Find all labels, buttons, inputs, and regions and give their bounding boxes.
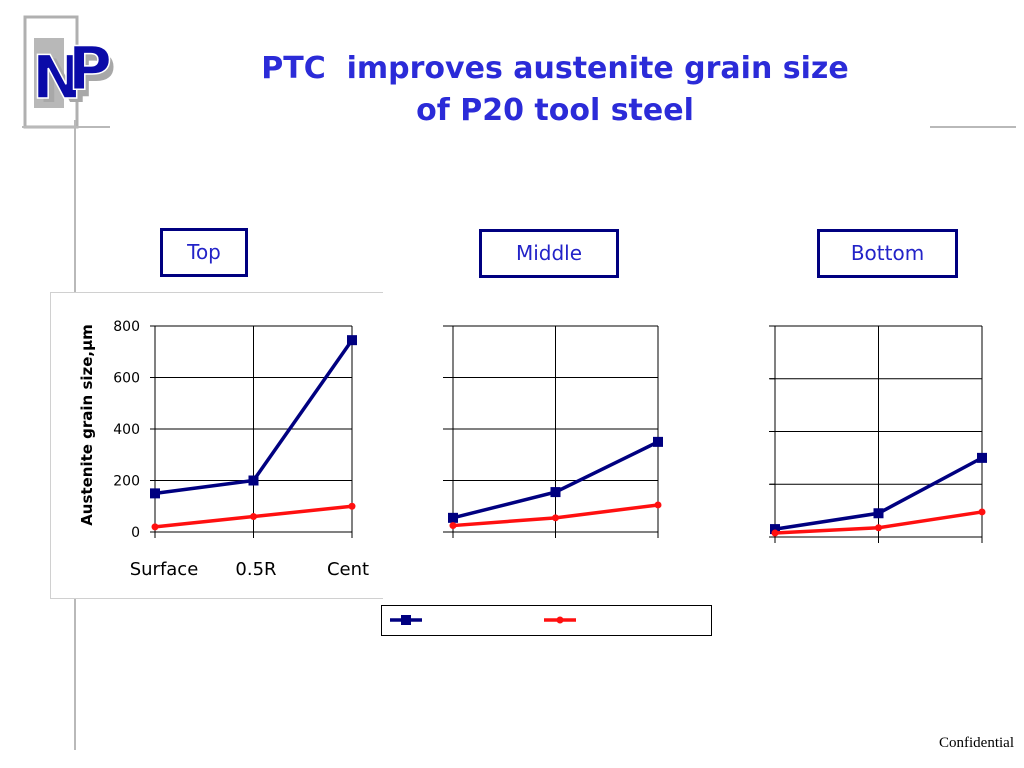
panel-label-middle: Middle (479, 229, 619, 278)
top-x-tick-label-0: Surface (130, 559, 199, 580)
top-x-tick-label-1: 0.5R (235, 559, 276, 580)
slide-title-line2: of P20 tool steel (416, 93, 694, 128)
panel-label-top: Top (160, 228, 248, 277)
panel-label-bottom: Bottom (817, 229, 958, 278)
middle-series-2-point-2 (654, 501, 662, 509)
top-y-tick-label-400: 400 (113, 422, 140, 438)
legend-marker-2 (556, 616, 564, 624)
top-y-tick-label-200: 200 (113, 474, 140, 490)
top-series-1-point-0 (150, 488, 160, 499)
bottom-series-2-point-2 (978, 508, 986, 516)
np-logo: N P N P (20, 14, 120, 132)
top-y-tick-label-0: 0 (131, 525, 140, 541)
legend-marker-1 (401, 615, 411, 625)
middle-series-1-point-2 (653, 436, 663, 447)
top-chart-frame (50, 292, 383, 599)
bottom-series-2-point-0 (771, 529, 779, 537)
top-x-tick-label-2: Cent (327, 559, 369, 580)
middle-series-2-point-0 (449, 522, 457, 530)
svg-text:P: P (68, 34, 112, 104)
top-series-1-point-1 (248, 475, 259, 486)
bottom-series-2-point-1 (875, 524, 882, 532)
svg-text:N: N (32, 43, 82, 113)
top-series-2-point-2 (348, 502, 356, 510)
top-series-2-point-1 (250, 513, 257, 521)
top-series-1-point-2 (347, 335, 357, 346)
top-y-tick-label-600: 600 (113, 371, 140, 387)
top-y-tick-label-800: 800 (113, 319, 140, 335)
svg-text:N: N (38, 47, 88, 117)
bottom-series-1-point-1 (873, 508, 884, 519)
slide-title: PTC improves austenite grain size of P20… (160, 48, 950, 132)
footer-confidential: Confidential (939, 735, 1014, 751)
top-y-axis-label: Austenite grain size,μm (78, 324, 96, 526)
np-logo-graphic: N P N P (23, 15, 116, 129)
legend-markers (390, 615, 576, 625)
chart-legend (381, 605, 712, 636)
middle-series-2-point-1 (552, 514, 559, 522)
top-series-2-point-0 (151, 523, 159, 531)
middle-series-1-point-1 (550, 487, 561, 498)
decorative-horizontal-line-right (930, 126, 1016, 128)
svg-text:P: P (72, 41, 116, 111)
bottom-series-1-point-0 (770, 524, 780, 535)
middle-series-1-point-0 (448, 512, 458, 523)
decorative-horizontal-line-left (22, 126, 110, 128)
slide-title-line1: PTC improves austenite grain size (261, 51, 849, 86)
bottom-series-1-point-2 (977, 452, 987, 463)
